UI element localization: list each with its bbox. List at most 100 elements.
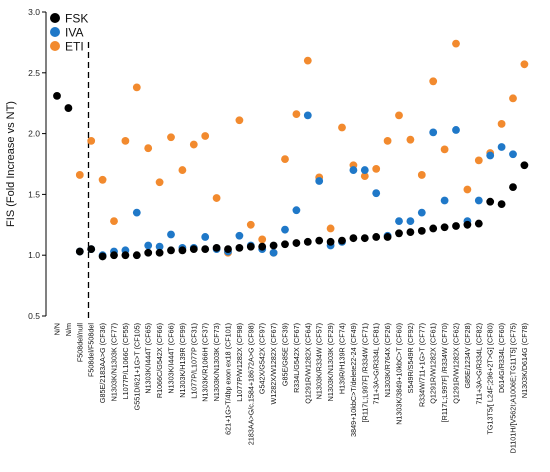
point-eti [212, 194, 221, 202]
x-tick-label: G85E/1234V (CF28) [463, 323, 472, 389]
point-iva [303, 111, 312, 120]
x-tick-label: 711+3A>G/R334L (CF81) [372, 323, 381, 405]
x-tick-label: N1303K/R1066H (CF37) [201, 323, 210, 402]
point-fsk [121, 251, 130, 260]
point-eti [509, 94, 517, 103]
point-fsk [520, 161, 529, 170]
x-tick-label: Q1291R/W1282X (CF62) [452, 323, 461, 404]
x-tick-label: 711+3A>G/R334L (CF82) [474, 323, 483, 405]
point-fsk [452, 222, 460, 230]
x-tick-label: TG13T5/[ L24F;296+2T>G] (CF80) [486, 323, 495, 434]
point-iva [486, 151, 495, 160]
legend-marker-fsk [50, 13, 60, 23]
x-tick-label: F508del/F508del [87, 323, 96, 377]
x-tick-label: 3849+10kbC>T/delete22-24 (CF49) [349, 323, 358, 437]
point-eti [178, 166, 187, 174]
point-fsk [406, 228, 415, 236]
point-fsk [258, 242, 267, 251]
point-eti [246, 220, 255, 229]
point-eti [155, 178, 164, 187]
point-eti [189, 140, 198, 149]
point-fsk [338, 236, 346, 245]
y-tick-label: 0.5 [28, 311, 40, 321]
y-tick-label: 2.0 [28, 129, 40, 139]
point-iva [155, 242, 164, 251]
point-iva [281, 225, 289, 234]
point-eti [87, 136, 96, 145]
x-tick-label: L1077P/W1282X (CF98) [235, 323, 244, 402]
point-iva [406, 217, 415, 226]
point-fsk [417, 226, 426, 235]
point-fsk [281, 240, 289, 249]
point-fsk [110, 251, 118, 260]
point-fsk [372, 233, 381, 241]
y-axis-label: FIS (Fold Increase vs NT) [5, 101, 17, 227]
point-iva [132, 208, 141, 217]
point-eti [417, 171, 426, 179]
point-eti [429, 77, 438, 86]
point-eti [110, 217, 118, 226]
x-tick-label: N1303K/H139R (CF99) [178, 323, 187, 398]
point-iva [360, 166, 369, 174]
y-tick-label: 1.0 [28, 250, 40, 260]
x-tick-label: Q1291R/W1282X (CF64) [303, 323, 312, 404]
point-fsk [201, 245, 210, 254]
legend-label-eti: ETI [65, 40, 84, 54]
x-tick-label: G551D/621+1G>T (CF105) [132, 323, 141, 410]
point-iva [349, 166, 358, 174]
x-tick-label: N1303K/I444T (CF65) [144, 323, 153, 394]
point-iva [372, 189, 381, 198]
point-fsk [212, 244, 221, 252]
x-tick-label: G542X/G542X (CF97) [258, 323, 267, 394]
x-tick-label: F508del/null [75, 323, 84, 363]
point-eti [292, 110, 301, 119]
point-eti [201, 132, 210, 140]
point-eti [463, 185, 472, 194]
point-eti [360, 172, 369, 181]
point-fsk [75, 247, 84, 256]
point-fsk [349, 234, 358, 243]
x-tick-label: 621+1G>T/4bp exon ex18 (CF101) [224, 323, 233, 435]
point-eti [144, 144, 153, 153]
point-fsk [509, 183, 517, 192]
point-fsk [303, 237, 312, 246]
x-tick-label: N1303K/3849+10kbC>T (CF60) [395, 323, 404, 425]
point-eti [383, 136, 392, 145]
point-eti [121, 136, 130, 145]
point-iva [395, 217, 403, 226]
point-fsk [246, 242, 255, 251]
point-eti [474, 156, 483, 165]
x-tick-label: [R117L;L997F] /R334W (CF70) [440, 323, 449, 422]
legend-label-fsk: FSK [65, 12, 88, 26]
legend-label-iva: IVA [65, 26, 83, 40]
x-tick-label: [R117L;L997F] /R334W (CF71) [360, 323, 369, 422]
point-fsk [474, 219, 483, 228]
point-fsk [98, 252, 107, 261]
point-fsk [315, 236, 324, 245]
x-tick-label: R334W/711+1G>T (CF77) [417, 323, 426, 407]
point-fsk [155, 248, 164, 257]
point-iva [292, 206, 301, 215]
point-iva [144, 241, 153, 250]
x-tick-label: L1077P/L1077P (CF31) [189, 323, 198, 399]
point-fsk [440, 223, 449, 232]
y-tick-label: 2.5 [28, 68, 40, 78]
point-iva [167, 230, 175, 239]
x-tick-label: N/N [53, 323, 62, 335]
point-eti [303, 56, 312, 65]
point-fsk [132, 251, 141, 260]
point-fsk [167, 246, 175, 255]
point-eti [395, 111, 403, 120]
x-tick-label: Q1291R/W1282X (CF61) [429, 323, 438, 404]
point-eti [75, 171, 84, 179]
point-fsk [292, 239, 301, 247]
x-tick-label: H139R/H139R (CF74) [338, 323, 347, 394]
point-iva [269, 248, 278, 257]
x-tick-label: L1077P/L1066C (CF55) [121, 323, 130, 399]
point-fsk [53, 92, 61, 100]
y-tick-label: 1.5 [28, 189, 40, 199]
x-tick-label: N1303K/I444T (CF66) [167, 323, 176, 394]
point-eti [406, 135, 415, 144]
point-eti [338, 123, 346, 132]
